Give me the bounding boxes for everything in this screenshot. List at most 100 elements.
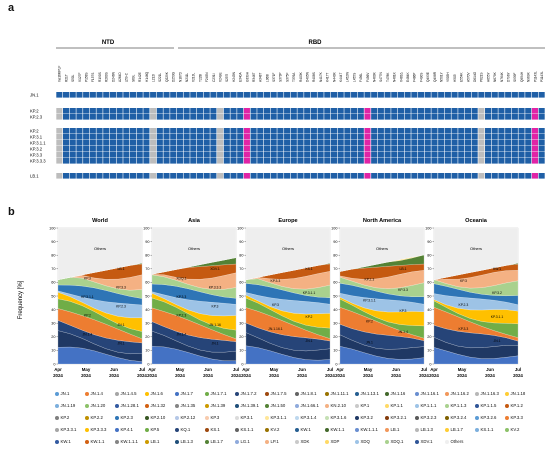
mutation-cell [464,140,472,146]
legend-label: JN.1.4.5 [120,391,137,396]
mutation-cell [170,140,177,146]
mutation-cell [411,152,418,158]
mutation-cell [337,173,344,179]
mutation-cell [310,140,317,146]
legend-label: JN.1.7.1 [210,391,227,396]
x-tick-label: Jun [110,367,118,372]
mutation-cell [351,108,358,114]
mutation-cell [263,140,271,146]
mutation-cell [471,146,478,152]
mutation-cell [377,92,384,98]
mutation-column-label: H245N [232,71,236,82]
y-tick-label: 90 [333,240,337,244]
mutation-column-label: N460K [373,71,377,82]
mutation-cell [69,92,76,98]
mutation-cell [324,140,331,146]
mutation-cell [317,146,324,152]
mutation-cell [143,140,150,146]
mutation-cell [183,108,190,114]
mutation-column-label: L212I [151,74,155,82]
mutation-column-label: V213L [192,73,196,82]
mutation-cell [418,128,425,134]
mutation-cell [170,114,177,120]
mutation-cell [478,128,485,134]
mutation-cell [531,140,539,146]
mutation-cell [418,158,425,164]
mutation-cell [498,134,505,140]
legend-swatch [385,427,389,432]
mutation-cell [344,146,351,152]
mutation-cell [237,114,244,120]
mutation-cell [223,173,230,179]
mutation-column-label: N679K [493,71,497,82]
mutation-cell [304,140,311,146]
mutation-cell [257,108,264,114]
mutation-cell [505,146,512,152]
mutation-cell [525,92,532,98]
mutation-cell [324,146,331,152]
x-tick-year: 2024 [335,373,345,378]
series-label: JN.1 [306,339,313,343]
mutation-cell [330,92,338,98]
mutation-cell [257,173,264,179]
legend-label: KP.3.1.6 [330,415,347,420]
mutation-cell [404,114,411,120]
mutation-cell [136,158,143,164]
mutation-cell [371,152,378,158]
mutation-cell [284,134,291,140]
mutation-cell [391,146,398,152]
mutation-cell [330,108,338,114]
legend-item: JN.1.6 [145,391,163,396]
area-series [245,227,331,280]
mutation-cell [76,158,83,164]
mutation-cell [170,92,177,98]
legend-item: JN.1.35 [175,403,195,408]
legend-label: XDQ [360,439,370,444]
mutation-cell [491,128,498,134]
legend-label: JN.1.20 [90,403,106,408]
y-tick-label: 50 [145,294,149,298]
mutation-cell [317,173,324,179]
mutation-cell [391,140,398,146]
mutation-cell [304,158,311,164]
mutation-cell [458,114,465,120]
mutation-cell [123,140,130,146]
mutation-cell [357,140,364,146]
mutation-cell [478,146,485,152]
mutation-cell [418,146,425,152]
legend-item: LP.1 [265,439,279,444]
legend-label: KW.1 [300,427,311,432]
mutation-column-label: N417K [319,71,323,82]
legend-item: KP.3.2.1 [385,415,406,420]
legend-item: KP.1.1 [385,403,403,408]
mutation-cell [136,114,143,120]
y-tick-label: 40 [333,308,337,312]
mutation-cell [337,152,344,158]
x-tick-year: 2024 [109,373,119,378]
legend-label: KP.3.2.6 [480,415,497,420]
mutation-column-label: E484K [406,72,410,82]
frequency-area-charts: Frequency [%] World Others LB.1 KP.3 KP.3.3 KP… [18,218,523,378]
mutation-cell [471,134,478,140]
mutation-cell [518,128,525,134]
mutation-cell [451,173,458,179]
row-label: KP.3.2 [30,146,43,151]
mutation-cell [304,146,311,152]
mutation-cell [250,134,257,140]
mutation-cell [538,108,545,114]
mutation-cell [123,108,130,114]
x-tick-year: 2024 [325,373,335,378]
mutation-cell [371,158,378,164]
mutation-cell [277,134,284,140]
mutation-cell [190,134,197,140]
legend-label: JN.1.39 [210,403,226,408]
mutation-cell [210,140,217,146]
mutation-cell [176,173,183,179]
mutation-cell [270,128,277,134]
mutation-cell [364,134,371,140]
mutation-cell [223,92,230,98]
mutation-cell [76,108,83,114]
legend-swatch [175,439,179,444]
mutation-cell [156,108,163,114]
mutation-cell [183,158,190,164]
